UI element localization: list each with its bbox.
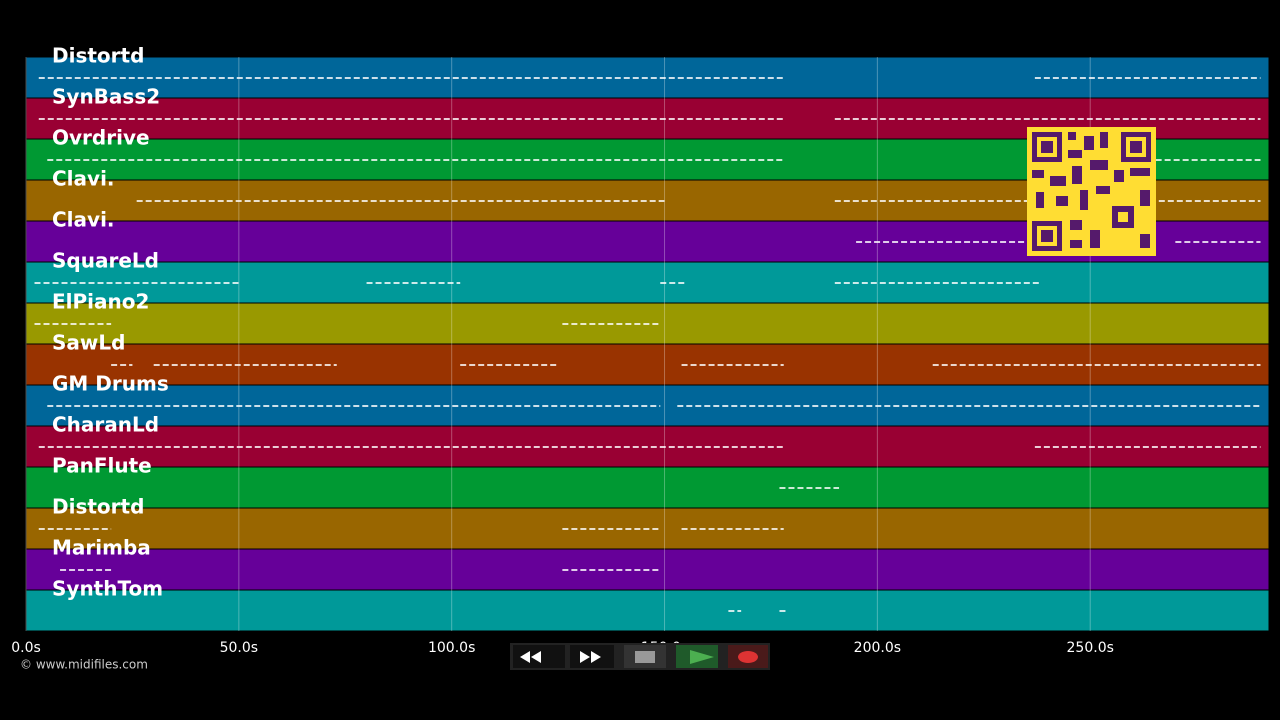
x-tick-label: 50.0s	[220, 640, 258, 656]
stop-button[interactable]	[624, 645, 666, 668]
play-button[interactable]	[676, 645, 718, 668]
transport	[510, 643, 770, 670]
track-name: SynBass2	[52, 85, 160, 109]
track-name: SynthTom	[52, 577, 163, 601]
copyright: © www.midifiles.com	[20, 658, 148, 672]
track-name: SquareLd	[52, 249, 159, 273]
track-name: Distortd	[52, 495, 144, 519]
x-tick-label: 200.0s	[854, 640, 901, 656]
track-name: Clavi.	[52, 167, 115, 191]
track-name: Distortd	[52, 44, 144, 68]
track-name: SawLd	[52, 331, 125, 355]
rewind-button[interactable]	[513, 645, 565, 668]
forward-button[interactable]	[570, 645, 614, 668]
track-name: Marimba	[52, 536, 151, 560]
qr-code	[1027, 127, 1156, 256]
x-tick-label: 100.0s	[428, 640, 475, 656]
record-button[interactable]	[728, 645, 768, 668]
track-name: Ovrdrive	[52, 126, 150, 150]
track-name: Clavi.	[52, 208, 115, 232]
track-name: CharanLd	[52, 413, 159, 437]
track-band	[25, 261, 1270, 304]
track-band	[25, 466, 1270, 509]
track-name: GM Drums	[52, 372, 169, 396]
track-name: PanFlute	[52, 454, 152, 478]
x-tick-label: 250.0s	[1067, 640, 1114, 656]
track-name: ElPiano2	[52, 290, 149, 314]
x-tick-label: 0.0s	[11, 640, 41, 656]
track-band	[25, 589, 1270, 632]
